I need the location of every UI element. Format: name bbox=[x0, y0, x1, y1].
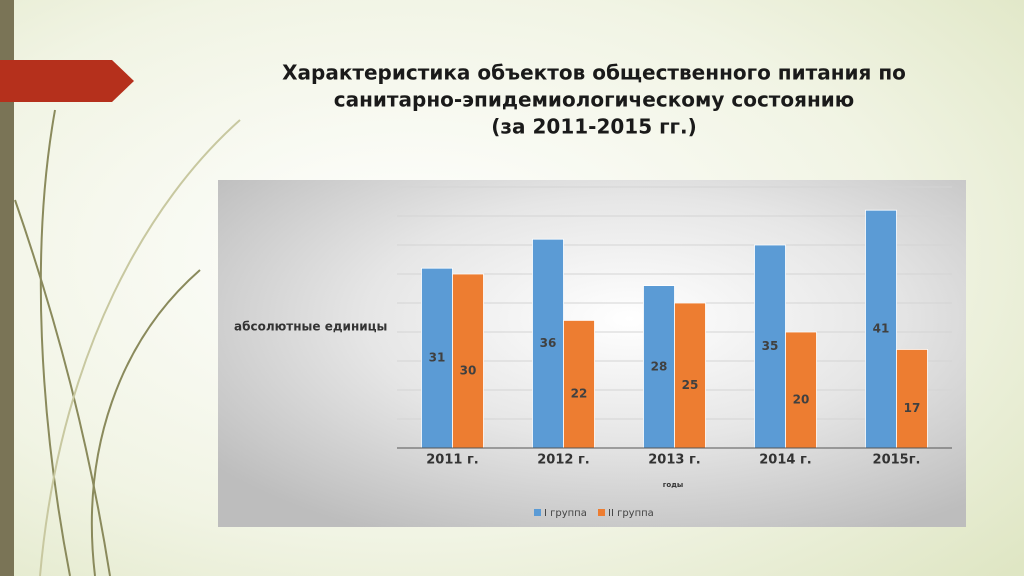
data-label: 20 bbox=[793, 393, 810, 407]
chart-title: Характеристика объектов общественного пи… bbox=[282, 61, 906, 85]
x-axis-label: годы bbox=[663, 481, 683, 489]
curves bbox=[14, 109, 241, 577]
bar bbox=[785, 331, 817, 449]
x-tick-label: 2014 г. bbox=[759, 453, 811, 468]
data-label: 41 bbox=[873, 322, 890, 336]
data-label: 36 bbox=[540, 336, 557, 350]
data-label: 22 bbox=[571, 387, 588, 401]
data-label: 35 bbox=[762, 339, 779, 353]
y-axis-label: абсолютные единицы bbox=[234, 320, 387, 334]
legend-label: II группа bbox=[608, 508, 654, 519]
chart-title: санитарно-эпидемиологическому состоянию bbox=[334, 88, 855, 112]
x-tick-label: 2013 г. bbox=[648, 453, 700, 468]
legend-swatch bbox=[598, 509, 605, 516]
bar bbox=[421, 267, 453, 449]
x-tick-label: 2011 г. bbox=[426, 453, 478, 468]
bar bbox=[452, 273, 484, 449]
data-label: 30 bbox=[460, 364, 477, 378]
x-tick-label: 2015г. bbox=[873, 453, 921, 468]
data-label: 28 bbox=[651, 359, 668, 373]
x-tick-label: 2012 г. bbox=[537, 453, 589, 468]
chart-title: (за 2011-2015 гг.) bbox=[491, 115, 696, 139]
bar bbox=[865, 209, 897, 449]
bar bbox=[643, 285, 675, 449]
arrow-decoration bbox=[0, 60, 134, 102]
side-strip bbox=[0, 0, 14, 576]
legend-swatch bbox=[534, 509, 541, 516]
legend-label: I группа bbox=[544, 508, 587, 519]
bar bbox=[674, 302, 706, 449]
data-label: 25 bbox=[682, 378, 699, 392]
data-label: 17 bbox=[904, 401, 921, 415]
bar bbox=[896, 348, 928, 449]
bar bbox=[563, 319, 595, 449]
data-label: 31 bbox=[429, 351, 446, 365]
